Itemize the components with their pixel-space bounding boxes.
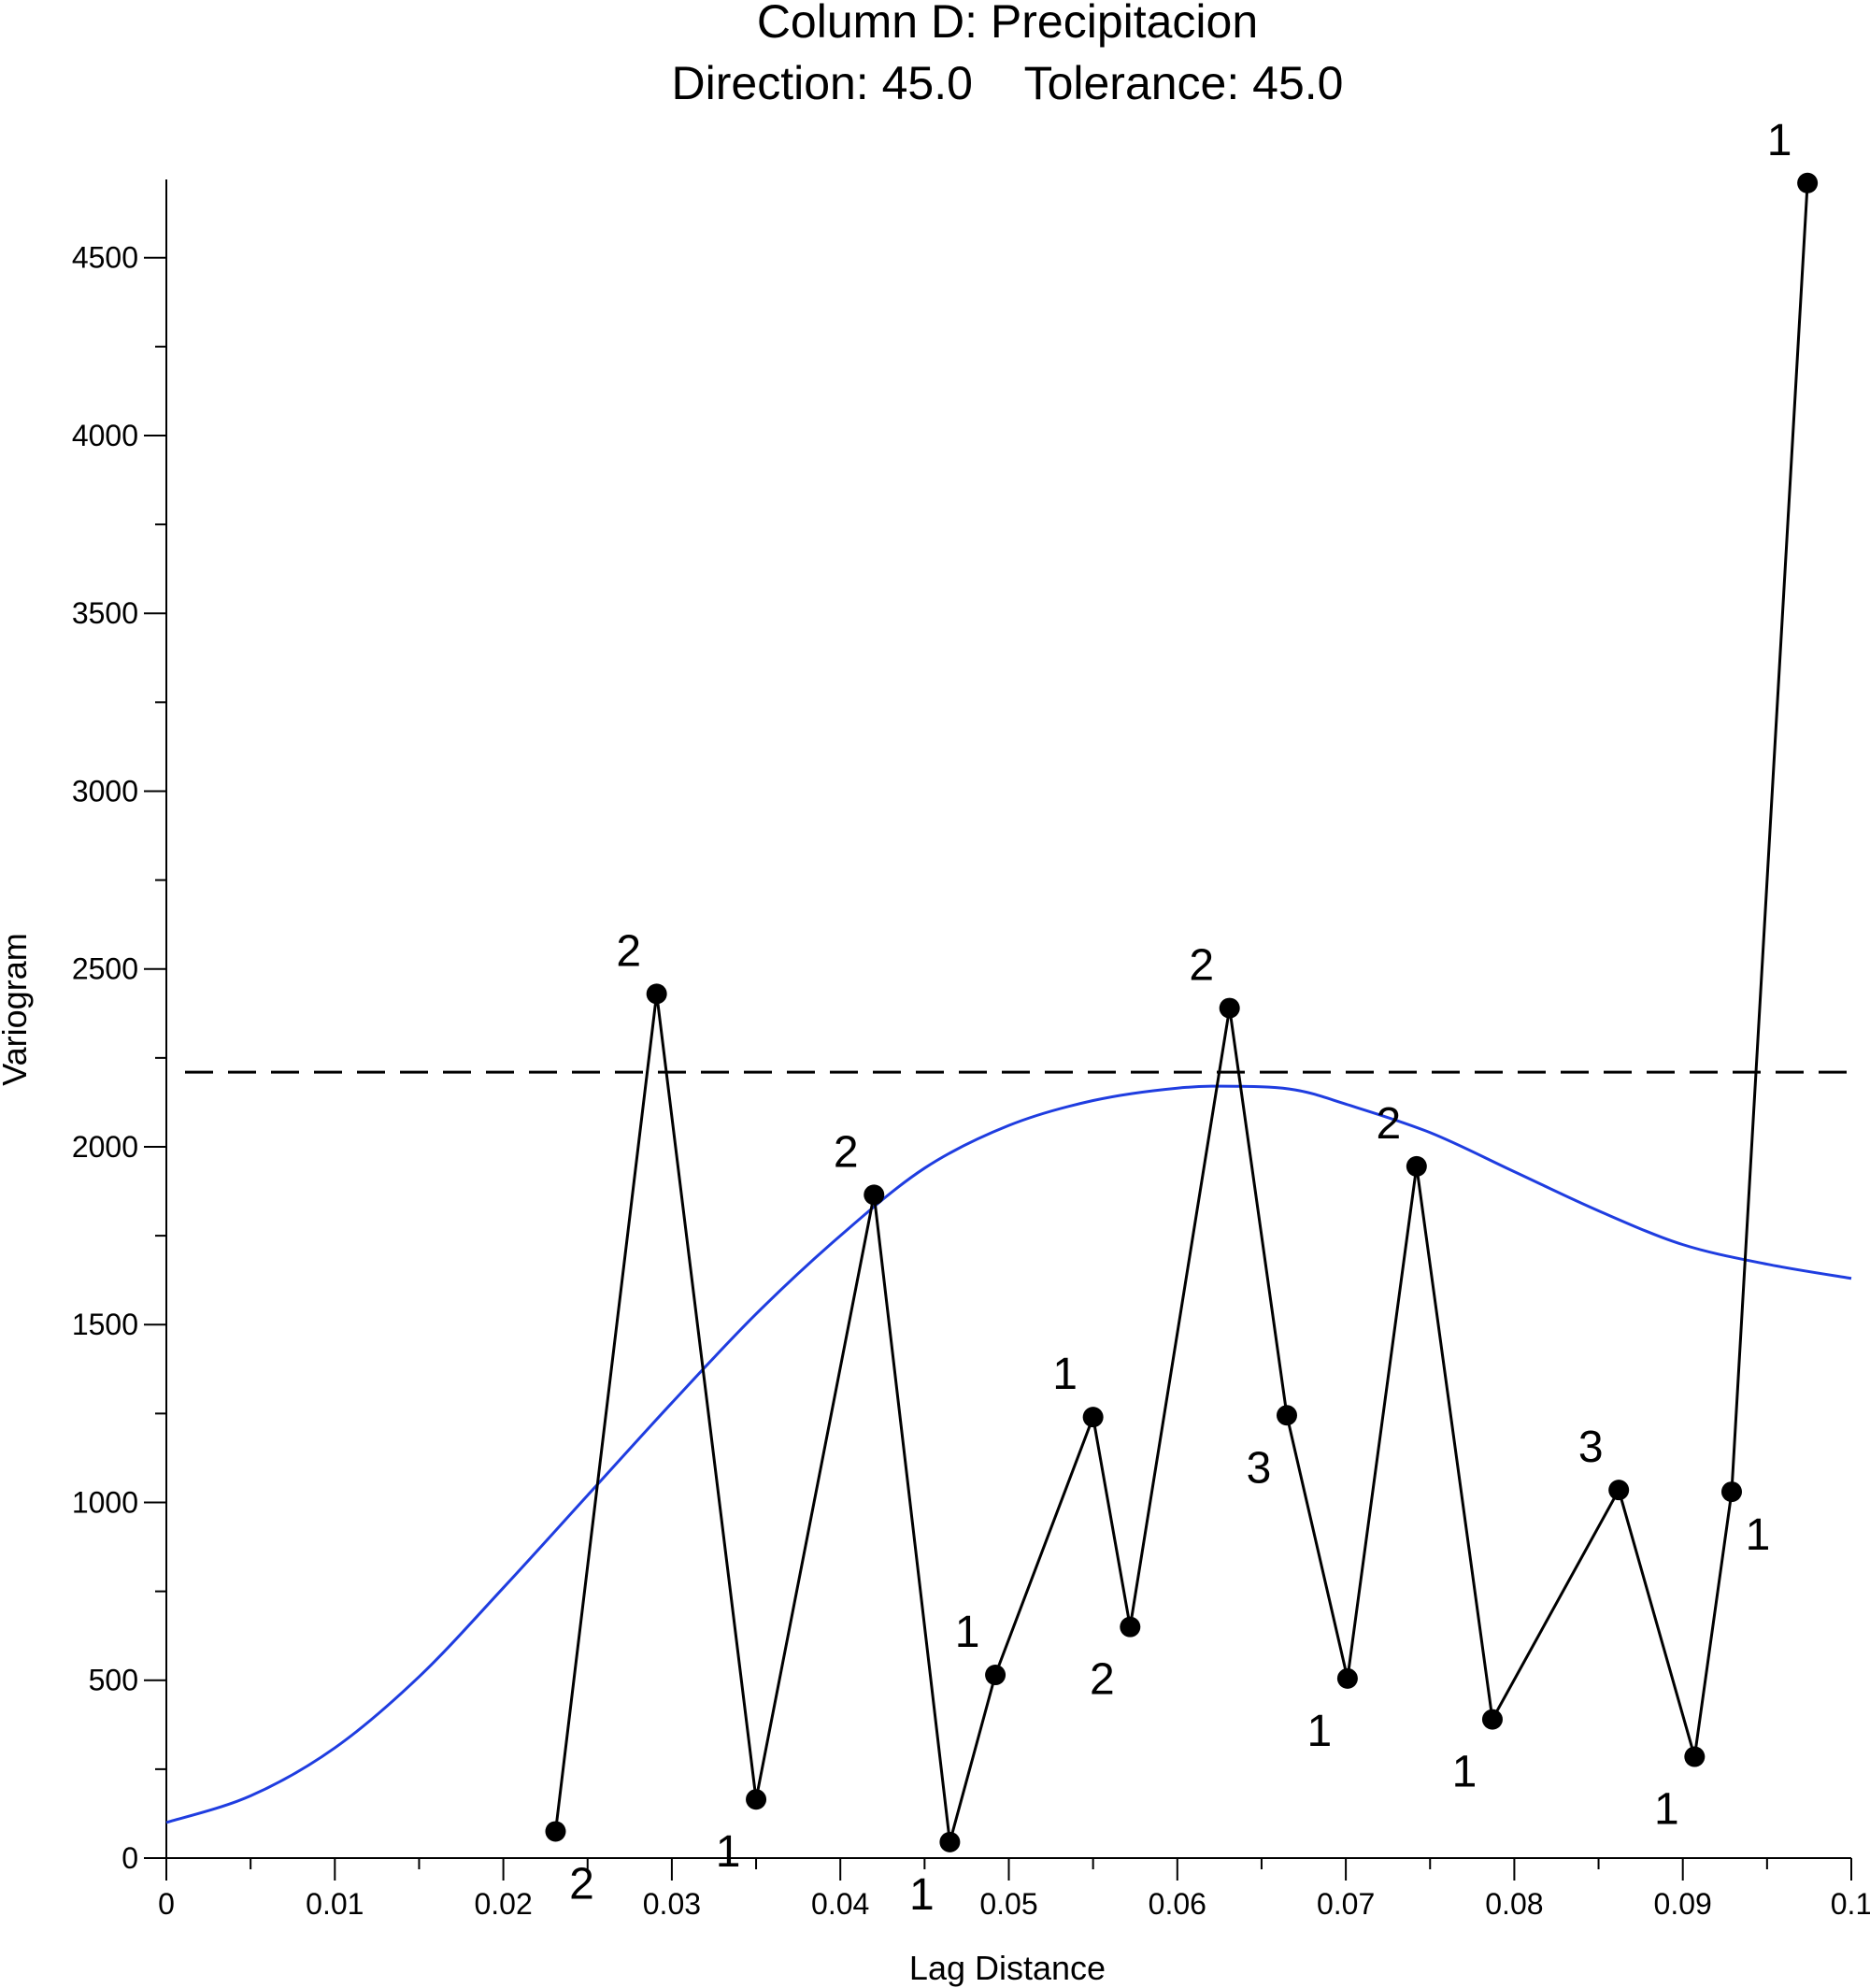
pair-count-label: 2 xyxy=(1189,941,1214,991)
chart-title: Column D: Precipitacion xyxy=(757,0,1258,48)
y-tick-label: 2000 xyxy=(72,1130,138,1164)
y-tick-label: 3000 xyxy=(72,774,138,808)
pair-count-label: 2 xyxy=(1376,1099,1401,1149)
x-tick-label: 0.06 xyxy=(1149,1887,1206,1921)
pair-count-label: 1 xyxy=(1654,1785,1679,1835)
data-point xyxy=(545,1821,566,1842)
y-tick-label: 4500 xyxy=(72,241,138,275)
pair-count-label: 1 xyxy=(1307,1707,1333,1756)
x-tick-label: 0.03 xyxy=(643,1887,701,1921)
y-tick-label: 1500 xyxy=(72,1308,138,1341)
data-point xyxy=(1276,1405,1297,1426)
y-axis-label: Variogram xyxy=(0,933,34,1085)
x-axis-label: Lag Distance xyxy=(909,1949,1106,1987)
data-point xyxy=(1797,172,1819,193)
pair-count-label: 2 xyxy=(834,1127,859,1177)
data-point xyxy=(1406,1155,1427,1177)
data-point xyxy=(1219,997,1240,1019)
y-tick-label: 1000 xyxy=(72,1485,138,1519)
pair-count-label: 1 xyxy=(1052,1350,1078,1399)
y-tick-label: 3500 xyxy=(72,596,138,630)
data-point xyxy=(1481,1709,1503,1730)
y-tick-label: 4000 xyxy=(72,419,138,452)
data-point xyxy=(1082,1407,1104,1428)
data-point xyxy=(1684,1746,1706,1767)
data-point xyxy=(985,1665,1006,1686)
pair-count-label: 2 xyxy=(569,1859,594,1909)
y-tick-label: 0 xyxy=(121,1841,138,1875)
pair-count-label: 1 xyxy=(1746,1510,1771,1560)
model-curve xyxy=(165,1084,1852,1824)
pair-count-label: 3 xyxy=(1247,1443,1272,1493)
x-tick-label: 0.05 xyxy=(979,1887,1037,1921)
data-point xyxy=(1336,1667,1358,1689)
experimental-line xyxy=(554,182,1809,1843)
data-point xyxy=(746,1789,767,1810)
data-point xyxy=(646,983,667,1005)
pair-count-label: 2 xyxy=(1090,1655,1115,1705)
data-point xyxy=(864,1184,885,1206)
x-tick-label: 0 xyxy=(158,1887,175,1921)
y-tick-label: 2500 xyxy=(72,952,138,986)
x-tick-label: 0.01 xyxy=(306,1887,364,1921)
data-point xyxy=(939,1831,961,1852)
x-tick-label: 0.04 xyxy=(811,1887,869,1921)
pair-count-label: 1 xyxy=(716,1827,741,1877)
x-tick-label: 0.1 xyxy=(1831,1887,1870,1921)
data-point xyxy=(1120,1616,1141,1638)
pair-count-label: 1 xyxy=(1767,116,1792,165)
pair-count-label: 1 xyxy=(909,1870,935,1920)
y-tick-label: 500 xyxy=(89,1664,138,1697)
data-point xyxy=(1608,1480,1630,1501)
data-point xyxy=(1720,1481,1742,1503)
x-tick-label: 0.02 xyxy=(474,1887,532,1921)
pair-count-label: 1 xyxy=(955,1608,980,1657)
x-tick-label: 0.09 xyxy=(1654,1887,1712,1921)
plot-area: 0 0.01 0.02 0.03 0.04 0.05 0.06 0.07 0.08 0.09 0.1… xyxy=(72,116,1870,1921)
pair-count-label: 2 xyxy=(616,926,641,976)
x-tick-label: 0.08 xyxy=(1485,1887,1543,1921)
pair-count-label: 3 xyxy=(1578,1423,1604,1472)
x-tick-label: 0.07 xyxy=(1317,1887,1375,1921)
pair-count-label: 1 xyxy=(1452,1748,1477,1797)
chart-subtitle: Direction: 45.0 Tolerance: 45.0 xyxy=(672,57,1344,109)
